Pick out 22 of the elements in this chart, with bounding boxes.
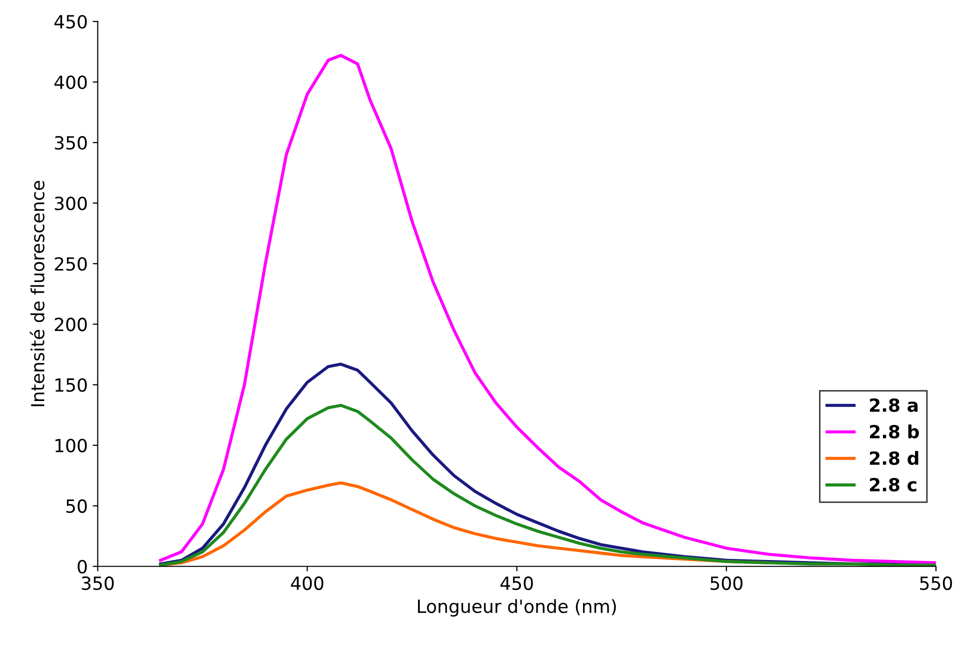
x-axis-title: Longueur d'onde (nm) xyxy=(418,599,616,617)
y-tick-label: 450 xyxy=(54,14,87,29)
y-axis-title: Intensité de fluorescence xyxy=(30,180,44,406)
legend-label: 2.8 a xyxy=(870,398,918,412)
legend-label: 2.8 d xyxy=(870,451,918,465)
y-tick-label: 100 xyxy=(56,438,87,452)
y-tick-label: 400 xyxy=(54,75,87,90)
x-tick-label: 550 xyxy=(920,576,952,590)
x-tick-label: 450 xyxy=(500,576,533,590)
legend-label: 2.8 c xyxy=(870,478,916,492)
line-series xyxy=(159,54,936,564)
legend-label: 2.8 b xyxy=(870,424,919,438)
y-tick-label: 250 xyxy=(54,257,87,271)
x-tick-label: 500 xyxy=(710,576,742,590)
y-tick-label: 150 xyxy=(56,378,87,392)
x-tick-label: 400 xyxy=(290,576,324,590)
y-tick-label: 200 xyxy=(54,318,87,332)
y-tick-label: 300 xyxy=(54,196,87,210)
y-tick-label: 50 xyxy=(66,499,87,513)
y-tick-label: 0 xyxy=(78,560,87,574)
y-tick-label: 350 xyxy=(54,136,87,150)
x-tick-label: 350 xyxy=(82,576,114,590)
